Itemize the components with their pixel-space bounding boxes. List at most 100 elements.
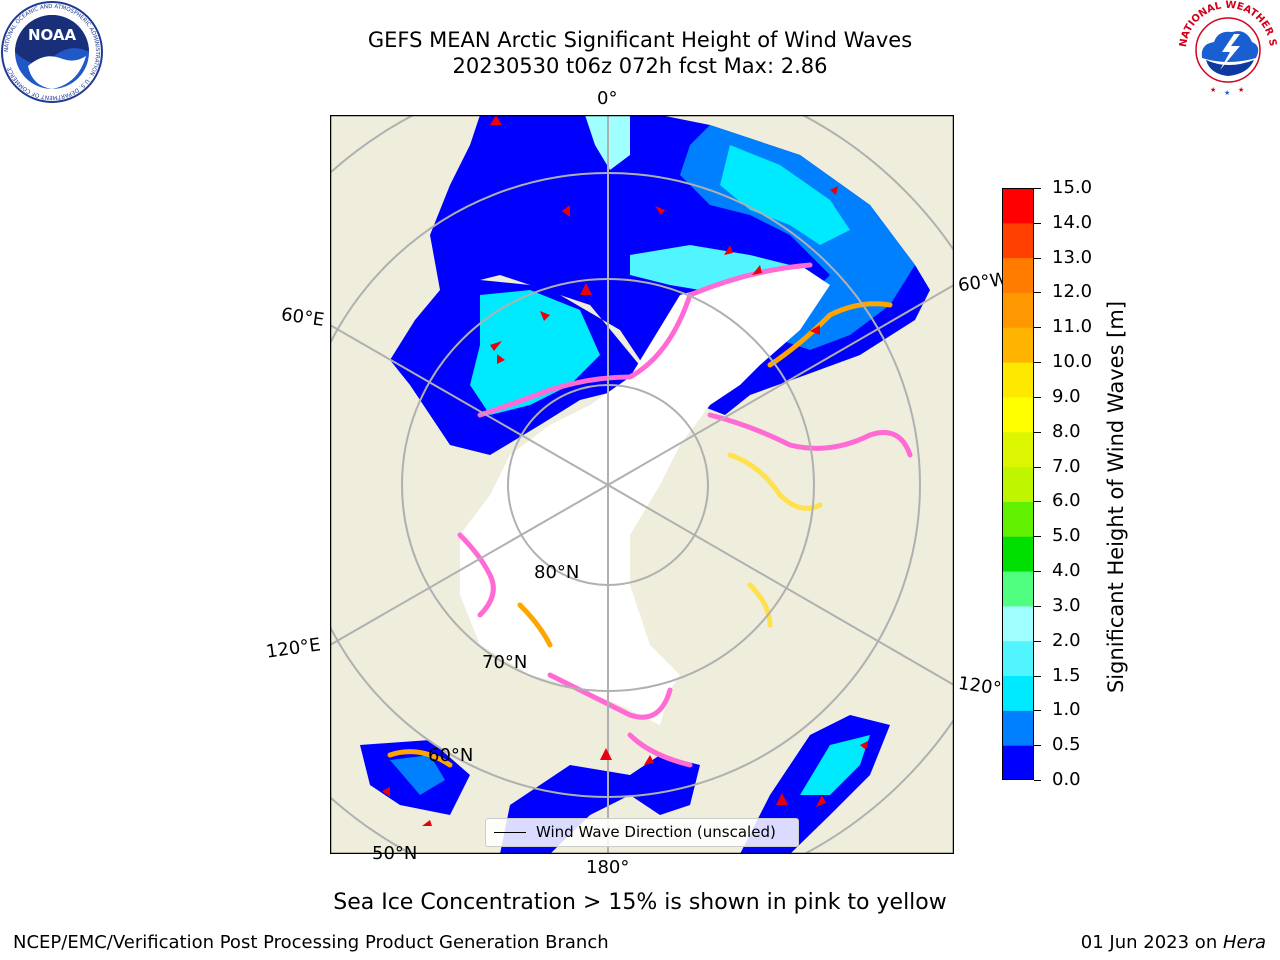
- wave-direction-arrows: [382, 115, 868, 826]
- wave-arrow: [562, 205, 570, 217]
- colorbar-tick-label: 12.0: [1052, 281, 1093, 303]
- wave-arrow: [422, 820, 432, 826]
- lon-label-0: 0°: [597, 88, 618, 109]
- map-frame: [330, 115, 954, 854]
- wave-arrow: [810, 325, 820, 335]
- colorbar-tick-mark: [1034, 640, 1041, 642]
- map-legend: Wind Wave Direction (unscaled): [485, 818, 799, 847]
- colorbar-tick-label: 3.0: [1052, 594, 1081, 616]
- wave-arrow: [490, 341, 502, 351]
- wave-field-atlantic-high: [720, 145, 850, 245]
- colorbar-tick-label: 1.0: [1052, 699, 1081, 721]
- colorbar-tick-label: 14.0: [1052, 211, 1093, 233]
- wave-arrow: [580, 283, 592, 295]
- legend-line-swatch: [494, 832, 526, 833]
- colorbar-bin: [1002, 745, 1034, 780]
- colorbar-tick-mark: [1034, 188, 1041, 189]
- colorbar-tick-mark: [1034, 675, 1041, 677]
- lat-label-50n: 50°N: [372, 843, 418, 864]
- colorbar-tick-mark: [1034, 605, 1041, 607]
- colorbar-bin: [1002, 466, 1034, 502]
- lat-label-70n: 70°N: [482, 652, 528, 673]
- colorbar-bin: [1002, 292, 1034, 328]
- wave-field-okhotsk-mid: [390, 755, 445, 795]
- colorbar-bin: [1002, 605, 1034, 642]
- wave-arrow: [816, 795, 826, 807]
- wave-arrow: [860, 741, 868, 750]
- wave-arrow: [655, 206, 665, 215]
- colorbar-tick-label: 15.0: [1052, 177, 1093, 198]
- colorbar-tick-label: 0.0: [1052, 769, 1081, 790]
- colorbar-bin: [1002, 536, 1034, 572]
- colorbar-tick-mark: [1034, 396, 1041, 398]
- colorbar-frame: [1002, 188, 1034, 780]
- graticule: [330, 115, 954, 854]
- colorbar-tick-mark: [1034, 431, 1041, 433]
- colorbar-bin: [1002, 396, 1034, 433]
- colorbar-bin: [1002, 327, 1034, 363]
- arctic-wave-map: [330, 115, 954, 854]
- noaa-logo-text: NOAA: [28, 26, 77, 44]
- svg-text:★: ★: [1238, 86, 1244, 94]
- wave-arrow: [724, 245, 733, 255]
- svg-text:★: ★: [1210, 86, 1216, 94]
- colorbar-tick-mark: [1034, 710, 1041, 712]
- wave-field-north-pacific-mid: [800, 735, 870, 795]
- colorbar-bin: [1002, 431, 1034, 468]
- colorbar-bin: [1002, 675, 1034, 711]
- colorbar-bin: [1002, 710, 1034, 746]
- colorbar-tick-label: 9.0: [1052, 385, 1081, 407]
- colorbar-bin: [1002, 571, 1034, 607]
- wave-arrow: [830, 186, 838, 195]
- sea-ice-note: Sea Ice Concentration > 15% is shown in …: [333, 890, 947, 915]
- sea-ice-cover: [460, 265, 830, 725]
- colorbar-tick-mark: [1034, 257, 1041, 259]
- footer-date: 01 Jun 2023 on Hera: [1081, 932, 1266, 953]
- colorbar-tick-mark: [1034, 362, 1041, 364]
- footer-host: Hera: [1222, 932, 1266, 953]
- figure-subtitle: 20230530 t06z 072h fcst Max: 2.86: [452, 54, 828, 78]
- wave-arrow: [382, 787, 390, 797]
- noaa-logo: NATIONAL OCEANIC AND ATMOSPHERIC ADMINIS…: [1, 1, 103, 103]
- lat-label-80n: 80°N: [534, 562, 580, 583]
- colorbar: [1002, 188, 1034, 780]
- lat-label-60n: 60°N: [428, 745, 474, 766]
- colorbar-bin: [1002, 257, 1034, 293]
- colorbar-bin: [1002, 362, 1034, 398]
- colorbar-tick-mark: [1034, 745, 1041, 747]
- ice-edge-band: [387, 262, 913, 768]
- wave-arrow: [540, 311, 550, 321]
- wave-arrow: [752, 265, 762, 275]
- colorbar-tick-mark: [1034, 501, 1041, 503]
- colorbar-tick-mark: [1034, 571, 1041, 573]
- colorbar-tick-label: 2.0: [1052, 629, 1081, 651]
- colorbar-tick-mark: [1034, 780, 1041, 781]
- colorbar-tick-mark: [1034, 536, 1041, 538]
- colorbar-label: Significant Height of Wind Waves [m]: [1104, 300, 1128, 694]
- wave-arrow: [600, 748, 612, 760]
- wave-arrow: [497, 354, 505, 364]
- lon-label-180: 180°: [586, 857, 630, 878]
- wave-arrow: [490, 115, 502, 125]
- figure-title: GEFS MEAN Arctic Significant Height of W…: [367, 28, 913, 52]
- footer-credit: NCEP/EMC/Verification Post Processing Pr…: [13, 932, 609, 953]
- colorbar-tick-label: 13.0: [1052, 246, 1093, 268]
- colorbar-tick-label: 1.5: [1052, 664, 1081, 686]
- colorbar-bin: [1002, 640, 1034, 677]
- svg-text:★: ★: [1224, 89, 1230, 97]
- colorbar-tick-mark: [1034, 222, 1041, 224]
- wave-arrow: [644, 755, 654, 765]
- wave-arrow: [776, 793, 788, 805]
- colorbar-tick-label: 10.0: [1052, 351, 1093, 373]
- nws-logo: NATIONAL WEATHER SERVICE ★ ★ ★: [1176, 0, 1278, 98]
- colorbar-tick-label: 8.0: [1052, 420, 1081, 442]
- lon-label-60e: 60°E: [279, 304, 326, 331]
- colorbar-tick-label: 5.0: [1052, 525, 1081, 547]
- lon-label-120e: 120°E: [264, 634, 322, 663]
- colorbar-tick-mark: [1034, 327, 1041, 329]
- colorbar-tick-label: 0.5: [1052, 734, 1081, 756]
- colorbar-tick-mark: [1034, 466, 1041, 468]
- colorbar-tick-mark: [1034, 292, 1041, 294]
- colorbar-bin: [1002, 222, 1034, 259]
- colorbar-tick-label: 4.0: [1052, 560, 1081, 582]
